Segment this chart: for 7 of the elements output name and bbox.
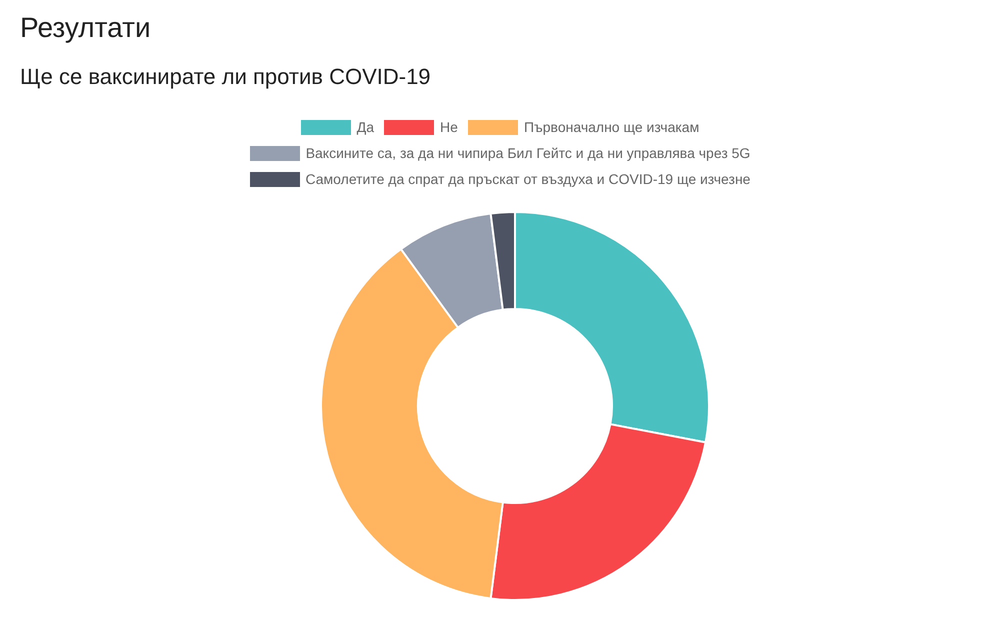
legend-label: Ваксините са, за да ни чипира Бил Гейтс и да ни управлява чрез 5G	[306, 145, 750, 161]
legend-label: Не	[440, 119, 458, 135]
chart-title: Резултати	[20, 12, 151, 44]
legend-label: Първоначално ще изчакам	[524, 119, 700, 135]
legend-label: Самолетите да спрат да пръскат от въздуха и COVID-19 ще изчезне	[306, 171, 750, 187]
legend-label: Да	[356, 119, 374, 135]
chart-subtitle: Ще се ваксинирате ли против COVID-19	[20, 64, 431, 90]
